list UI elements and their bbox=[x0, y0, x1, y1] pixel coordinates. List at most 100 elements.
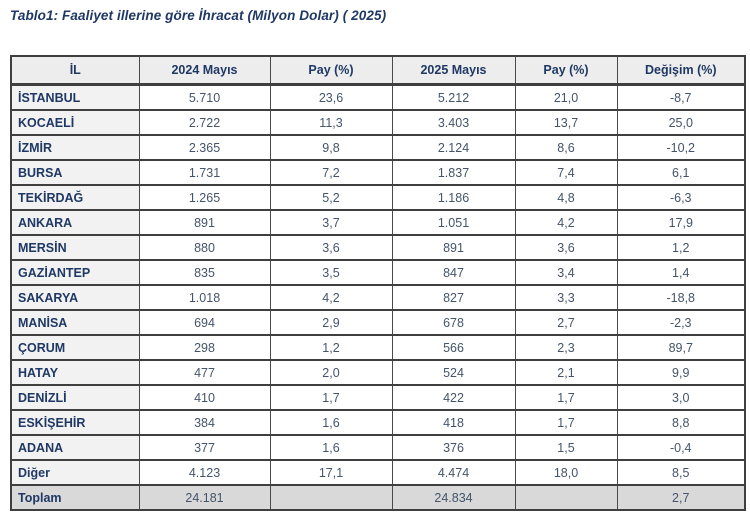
cell-pay2025: 21,0 bbox=[514, 83, 618, 111]
cell-pay2025: 2,1 bbox=[514, 359, 618, 386]
cell-v2024: 410 bbox=[138, 384, 271, 411]
cell-il: TEKİRDAĞ bbox=[10, 184, 140, 211]
cell-v2024: 1.018 bbox=[138, 284, 271, 311]
table-row: HATAY 477 2,0 524 2,1 9,9 bbox=[10, 359, 746, 386]
cell-pay2024: 1,2 bbox=[269, 334, 393, 361]
cell-v2025: 891 bbox=[391, 234, 516, 261]
cell-pay2025: 4,2 bbox=[514, 209, 618, 236]
cell-il: İSTANBUL bbox=[10, 83, 140, 111]
cell-pay2025: 1,5 bbox=[514, 434, 618, 461]
cell-pay2024: 3,7 bbox=[269, 209, 393, 236]
cell-v2024: 384 bbox=[138, 409, 271, 436]
column-header-degisim: Değişim (%) bbox=[616, 55, 746, 86]
cell-v2024: 1.265 bbox=[138, 184, 271, 211]
cell-v2024: 477 bbox=[138, 359, 271, 386]
cell-pay2024: 23,6 bbox=[269, 83, 393, 111]
cell-degisim: -18,8 bbox=[616, 284, 746, 311]
cell-v2025: 1.051 bbox=[391, 209, 516, 236]
table-row: Diğer 4.123 17,1 4.474 18,0 8,5 bbox=[10, 459, 746, 486]
cell-v2025: 3.403 bbox=[391, 109, 516, 136]
cell-pay2025: 8,6 bbox=[514, 134, 618, 161]
cell-pay2025: 13,7 bbox=[514, 109, 618, 136]
cell-pay2025: 1,7 bbox=[514, 384, 618, 411]
table-row: İZMİR 2.365 9,8 2.124 8,6 -10,2 bbox=[10, 134, 746, 161]
table-title: Tablo1: Faaliyet illerine göre İhracat (… bbox=[10, 8, 387, 23]
column-header-2025: 2025 Mayıs bbox=[391, 55, 516, 86]
cell-pay2025: 18,0 bbox=[514, 459, 618, 486]
table-row: BURSA 1.731 7,2 1.837 7,4 6,1 bbox=[10, 159, 746, 186]
cell-v2025: 418 bbox=[391, 409, 516, 436]
cell-v2024: 694 bbox=[138, 309, 271, 336]
cell-v2024: 2.365 bbox=[138, 134, 271, 161]
total-row: Toplam 24.181 24.834 2,7 bbox=[10, 484, 746, 511]
cell-v2025: 524 bbox=[391, 359, 516, 386]
cell-degisim: -8,7 bbox=[616, 83, 746, 111]
cell-degisim: 1,4 bbox=[616, 259, 746, 286]
cell-pay2024: 3,5 bbox=[269, 259, 393, 286]
table-header: İL 2024 Mayıs Pay (%) 2025 Mayıs Pay (%)… bbox=[10, 55, 746, 86]
cell-degisim: 1,2 bbox=[616, 234, 746, 261]
column-header-il: İL bbox=[10, 55, 140, 86]
cell-v2025: 5.212 bbox=[391, 83, 516, 111]
cell-pay2025 bbox=[514, 484, 618, 511]
table-row: ÇORUM 298 1,2 566 2,3 89,7 bbox=[10, 334, 746, 361]
cell-pay2024: 11,3 bbox=[269, 109, 393, 136]
cell-v2025: 678 bbox=[391, 309, 516, 336]
cell-v2025: 24.834 bbox=[391, 484, 516, 511]
cell-il: ADANA bbox=[10, 434, 140, 461]
cell-v2024: 5.710 bbox=[138, 83, 271, 111]
cell-il: İZMİR bbox=[10, 134, 140, 161]
cell-v2025: 847 bbox=[391, 259, 516, 286]
cell-il: Toplam bbox=[10, 484, 140, 511]
cell-pay2024: 1,7 bbox=[269, 384, 393, 411]
cell-pay2025: 3,3 bbox=[514, 284, 618, 311]
cell-pay2024: 4,2 bbox=[269, 284, 393, 311]
cell-v2024: 2.722 bbox=[138, 109, 271, 136]
cell-degisim: 6,1 bbox=[616, 159, 746, 186]
cell-v2025: 1.837 bbox=[391, 159, 516, 186]
cell-il: ÇORUM bbox=[10, 334, 140, 361]
cell-il: Diğer bbox=[10, 459, 140, 486]
cell-pay2025: 4,8 bbox=[514, 184, 618, 211]
cell-degisim: -6,3 bbox=[616, 184, 746, 211]
cell-v2025: 376 bbox=[391, 434, 516, 461]
cell-degisim: 8,8 bbox=[616, 409, 746, 436]
cell-il: ANKARA bbox=[10, 209, 140, 236]
cell-degisim: 25,0 bbox=[616, 109, 746, 136]
cell-pay2024 bbox=[269, 484, 393, 511]
cell-il: GAZİANTEP bbox=[10, 259, 140, 286]
cell-il: MANİSA bbox=[10, 309, 140, 336]
table-body: İSTANBUL 5.710 23,6 5.212 21,0 -8,7 KOCAELİ 2.7… bbox=[10, 83, 746, 511]
cell-il: HATAY bbox=[10, 359, 140, 386]
table-row: İSTANBUL 5.710 23,6 5.212 21,0 -8,7 bbox=[10, 83, 746, 111]
cell-il: SAKARYA bbox=[10, 284, 140, 311]
cell-degisim: 9,9 bbox=[616, 359, 746, 386]
cell-degisim: 17,9 bbox=[616, 209, 746, 236]
table-row: GAZİANTEP 835 3,5 847 3,4 1,4 bbox=[10, 259, 746, 286]
cell-pay2024: 2,9 bbox=[269, 309, 393, 336]
header-row: İL 2024 Mayıs Pay (%) 2025 Mayıs Pay (%)… bbox=[10, 55, 746, 86]
cell-il: MERSİN bbox=[10, 234, 140, 261]
cell-degisim: 2,7 bbox=[616, 484, 746, 511]
cell-v2024: 24.181 bbox=[138, 484, 271, 511]
cell-pay2025: 1,7 bbox=[514, 409, 618, 436]
cell-degisim: -2,3 bbox=[616, 309, 746, 336]
table-row: ESKİŞEHİR 384 1,6 418 1,7 8,8 bbox=[10, 409, 746, 436]
cell-v2024: 835 bbox=[138, 259, 271, 286]
export-table: İL 2024 Mayıs Pay (%) 2025 Mayıs Pay (%)… bbox=[10, 55, 746, 511]
cell-il: ESKİŞEHİR bbox=[10, 409, 140, 436]
cell-il: KOCAELİ bbox=[10, 109, 140, 136]
cell-pay2024: 5,2 bbox=[269, 184, 393, 211]
table-row: TEKİRDAĞ 1.265 5,2 1.186 4,8 -6,3 bbox=[10, 184, 746, 211]
table-row: ANKARA 891 3,7 1.051 4,2 17,9 bbox=[10, 209, 746, 236]
cell-v2024: 1.731 bbox=[138, 159, 271, 186]
cell-v2024: 891 bbox=[138, 209, 271, 236]
cell-il: DENİZLİ bbox=[10, 384, 140, 411]
table-row: SAKARYA 1.018 4,2 827 3,3 -18,8 bbox=[10, 284, 746, 311]
table-row: DENİZLİ 410 1,7 422 1,7 3,0 bbox=[10, 384, 746, 411]
cell-degisim: 89,7 bbox=[616, 334, 746, 361]
table-row: MERSİN 880 3,6 891 3,6 1,2 bbox=[10, 234, 746, 261]
cell-pay2025: 7,4 bbox=[514, 159, 618, 186]
cell-pay2024: 3,6 bbox=[269, 234, 393, 261]
